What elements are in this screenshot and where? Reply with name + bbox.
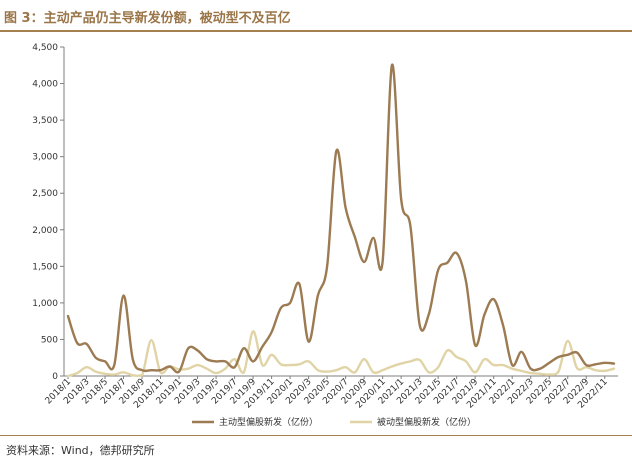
source-note: 资料来源：Wind，德邦研究所: [6, 444, 155, 457]
chart-title: 图 3：主动产品仍主导新发份额，被动型不及百亿: [4, 11, 291, 26]
y-tick-label: 1,500: [32, 262, 58, 272]
footer-divider: [0, 435, 632, 436]
title-divider: [0, 30, 632, 32]
series-line-active: [66, 63, 616, 374]
y-tick-label: 1,000: [32, 299, 58, 309]
y-tick-label: 3,500: [32, 116, 58, 126]
y-tick-label: 2,500: [32, 189, 58, 199]
chart-axes: [60, 46, 618, 379]
legend-label: 主动型偏股新发（亿份）: [219, 416, 318, 428]
y-tick-label: 4,000: [32, 80, 58, 90]
y-tick-label: 4,500: [32, 43, 58, 53]
y-tick-label: 500: [41, 335, 58, 345]
series-lines: [66, 63, 616, 378]
y-tick-labels: 0 500 1,000 1,500 2,000 2,500 3,000 3,500 4,000 4…: [32, 43, 58, 382]
legend-label: 被动型偏股新发（亿份）: [377, 416, 476, 428]
y-tick-label: 2,000: [32, 226, 58, 236]
x-tick-labels: 2018/12018/32018/52018/72018/92018/11201…: [44, 377, 610, 411]
legend: 主动型偏股新发（亿份） 被动型偏股新发（亿份）: [192, 416, 476, 428]
y-tick-label: 0: [52, 372, 58, 382]
y-tick-label: 3,000: [32, 153, 58, 163]
